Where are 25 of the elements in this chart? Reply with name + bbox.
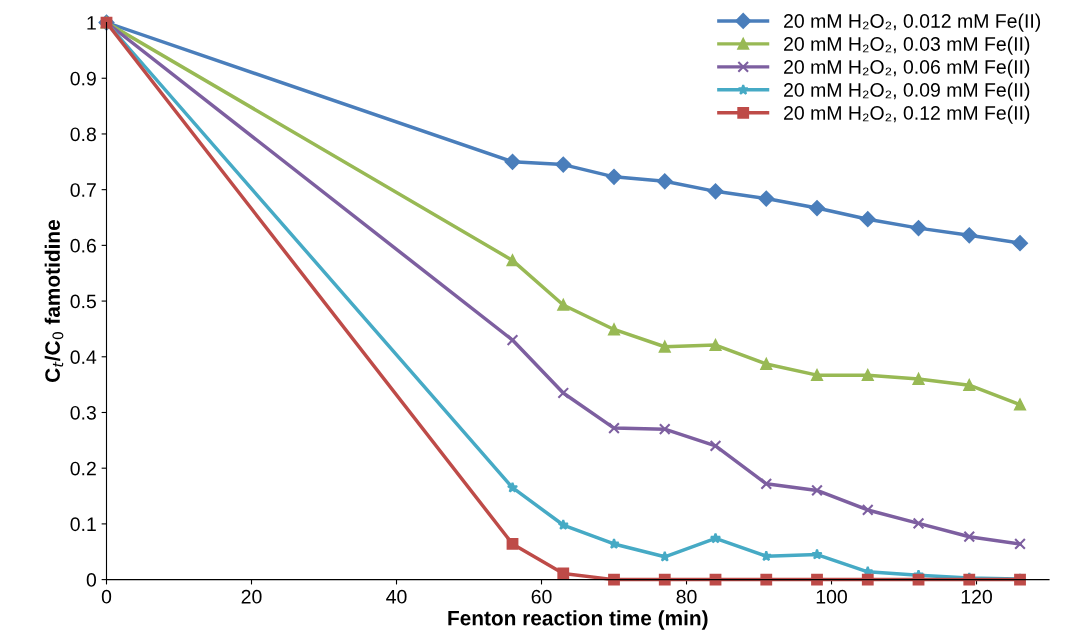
y-tick-label: 0.8 (70, 127, 96, 142)
x-tick-label: 20 (241, 589, 262, 604)
y-tick-label: 0.5 (70, 294, 96, 309)
legend-label: 20 mM H₂O₂, 0.03 mM Fe(II) (784, 36, 1030, 55)
y-tick-label: 0.4 (70, 350, 97, 365)
y-tick-label: 1 (87, 16, 96, 30)
x-tick-label: 100 (816, 589, 847, 604)
x-tick-label: 0 (101, 589, 112, 604)
y-axis-title: C$_{t}$/C$_{0}$ famotidine (44, 220, 64, 382)
x-axis-title: Fenton reaction time (min) (448, 610, 708, 630)
x-tick-label: 40 (386, 589, 407, 604)
y-tick-label: 0.6 (70, 238, 96, 253)
x-tick-label: 120 (961, 589, 992, 604)
y-tick-label: 0.1 (70, 517, 96, 532)
legend-label: 20 mM H₂O₂, 0.09 mM Fe(II) (784, 82, 1030, 101)
legend-label: 20 mM H₂O₂, 0.06 mM Fe(II) (784, 59, 1030, 78)
legend-label: 20 mM H₂O₂, 0.012 mM Fe(II) (784, 13, 1041, 32)
legend-label: 20 mM H₂O₂, 0.12 mM Fe(II) (784, 105, 1030, 124)
y-tick-label: 0.9 (70, 71, 96, 86)
x-tick-label: 80 (676, 589, 697, 604)
y-tick-label: 0.2 (70, 461, 96, 476)
y-tick-label: 0.7 (70, 183, 96, 197)
x-tick-label: 60 (531, 589, 552, 604)
y-tick-label: 0.3 (70, 405, 96, 420)
y-tick-label: 0 (86, 573, 97, 587)
